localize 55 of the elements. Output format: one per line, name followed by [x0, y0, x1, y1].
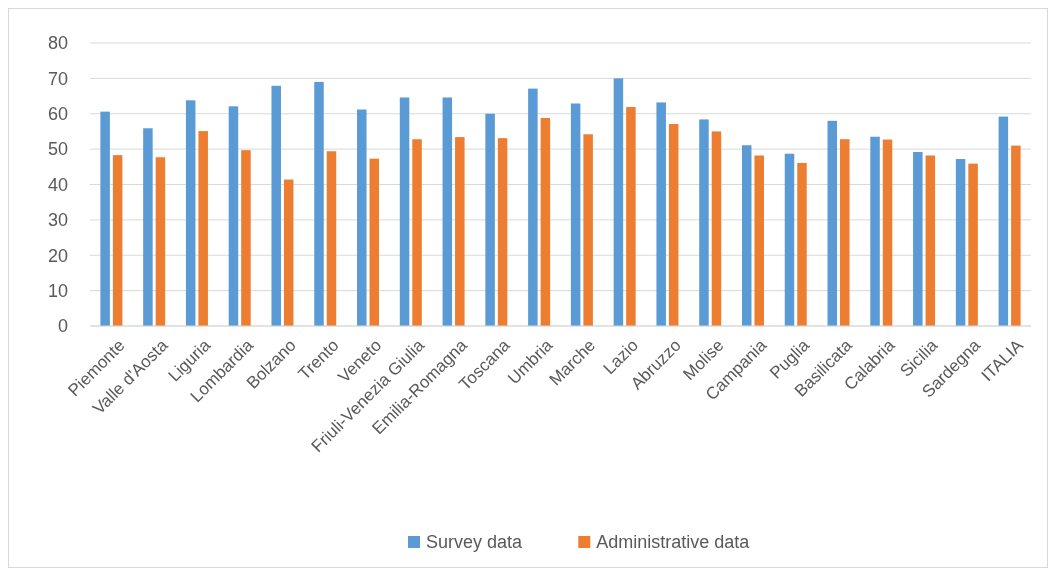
bar: [570, 103, 581, 326]
bar: [925, 155, 936, 326]
bar: [143, 128, 153, 326]
bar: [656, 102, 666, 326]
bar: [412, 139, 422, 326]
bar: [741, 145, 752, 326]
bar: [870, 136, 880, 326]
bar: [357, 109, 367, 326]
legend-label: Survey data: [426, 532, 524, 553]
bar: [882, 139, 893, 326]
bar: [784, 153, 795, 326]
y-tick-label: 50: [47, 139, 68, 160]
bar: [485, 113, 495, 326]
bar: [155, 157, 166, 326]
bar: [497, 138, 508, 326]
y-tick-label: 70: [47, 68, 68, 89]
bar: [100, 111, 110, 326]
bar: [528, 88, 538, 326]
y-tick-label: 20: [47, 245, 68, 266]
bar: [314, 81, 324, 326]
bar: [711, 131, 722, 326]
bar: [754, 155, 764, 326]
bar: [955, 159, 966, 326]
bar: [112, 155, 123, 326]
bar: [198, 131, 208, 326]
bar: [185, 100, 196, 326]
bar: [583, 134, 593, 326]
legend-label: Administrative data: [596, 532, 751, 553]
bar: [455, 137, 465, 326]
bar: [840, 139, 850, 326]
bar: [699, 119, 709, 326]
y-tick-label: 40: [47, 174, 68, 195]
bar: [369, 158, 380, 326]
bar: [399, 97, 410, 326]
bar: [626, 107, 636, 326]
bar: [228, 106, 239, 326]
y-tick-label: 10: [47, 280, 68, 301]
bar: [271, 85, 281, 326]
bar: [968, 163, 978, 326]
bar: [668, 124, 679, 326]
y-tick-label: 0: [57, 316, 68, 337]
bar: [613, 78, 624, 326]
bar: [442, 97, 453, 326]
bar: [326, 151, 337, 326]
y-tick-label: 30: [47, 210, 68, 231]
bar: [283, 179, 294, 326]
bar: [1011, 145, 1021, 326]
bar: [540, 118, 551, 326]
bar: [797, 162, 807, 326]
y-tick-label: 80: [47, 33, 68, 54]
bar: [827, 120, 838, 326]
y-tick-label: 60: [47, 104, 68, 125]
bar: [241, 150, 251, 326]
bar: [998, 116, 1009, 326]
bar: [913, 151, 923, 326]
